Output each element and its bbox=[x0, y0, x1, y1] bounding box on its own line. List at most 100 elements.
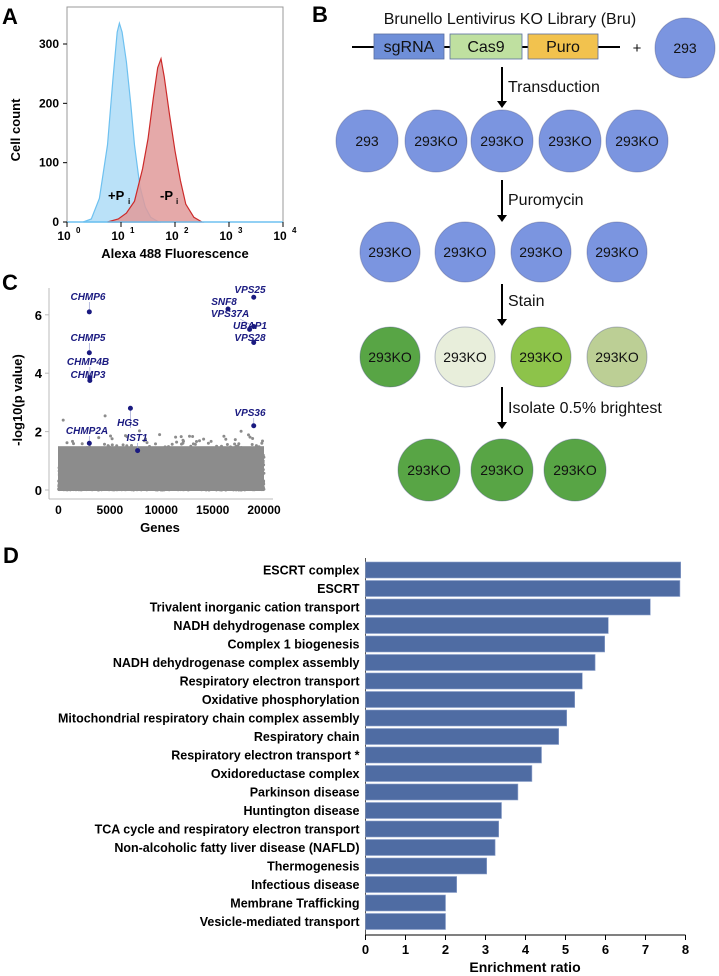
cell-circle bbox=[586, 221, 648, 283]
gene-label: VPS28 bbox=[234, 333, 266, 344]
cell-circle bbox=[538, 109, 602, 173]
bar-category-label: Complex 1 biogenesis bbox=[228, 638, 360, 652]
x-tick-exponent: 0 bbox=[76, 226, 81, 235]
panel-letter-b: B bbox=[312, 2, 328, 27]
enrichment-bar bbox=[365, 617, 609, 634]
construct-label: Puro bbox=[546, 39, 580, 56]
arrow-head-icon bbox=[497, 101, 507, 108]
x-tick-label: 5 bbox=[562, 942, 569, 957]
background-gene-point bbox=[233, 442, 237, 446]
cell-label: 293KO bbox=[595, 349, 639, 365]
x-tick-exponent: 3 bbox=[238, 226, 243, 235]
cell-circle bbox=[359, 326, 421, 388]
cell-row4: 293KO bbox=[470, 438, 534, 502]
bar-category-label: Respiratory electron transport * bbox=[171, 749, 359, 763]
background-gene-point bbox=[121, 443, 125, 447]
step-label: Transduction bbox=[508, 79, 600, 96]
y-axis-title: Cell count bbox=[8, 98, 23, 162]
manhattan-panel: -log10(p value) Genes 0 2 4 6 0 5000 10000 1500… bbox=[10, 285, 281, 535]
y-tick-label: 4 bbox=[35, 366, 43, 381]
bar-category-label: Respiratory chain bbox=[254, 730, 360, 744]
y-tick-label: 0 bbox=[52, 215, 59, 229]
cell-label: 293KO bbox=[553, 462, 597, 478]
x-tick-label: 10 bbox=[219, 229, 233, 243]
enrichment-bar bbox=[365, 894, 446, 912]
background-gene-point bbox=[175, 440, 179, 444]
background-gene-point bbox=[97, 436, 101, 440]
background-gene-point bbox=[261, 439, 264, 443]
cell-circle bbox=[470, 109, 534, 173]
highlighted-gene-point bbox=[251, 423, 257, 429]
x-tick-label: 1 bbox=[402, 942, 409, 957]
panel-letter-a: A bbox=[2, 4, 18, 29]
gene-label: CHMP2A bbox=[66, 426, 108, 437]
step-label: Isolate 0.5% brightest bbox=[508, 400, 662, 417]
construct-element-cas9: Cas9 bbox=[449, 33, 523, 60]
background-gene-point bbox=[103, 442, 106, 446]
x-tick-label: 3 bbox=[482, 942, 489, 957]
cell-label: 293KO bbox=[480, 133, 524, 149]
x-tick-label: 5000 bbox=[97, 503, 124, 517]
cell-row3: 293KO bbox=[434, 326, 496, 388]
y-tick-label: 300 bbox=[39, 37, 59, 51]
x-axis-title: Enrichment ratio bbox=[469, 959, 580, 975]
cell-row4: 293KO bbox=[397, 438, 461, 502]
bar-category-label: Mitochondrial respiratory chain complex … bbox=[58, 712, 360, 726]
cell-label: 293 bbox=[355, 133, 379, 149]
bar-category-label: Thermogenesis bbox=[267, 860, 359, 874]
x-tick-label: 10 bbox=[111, 229, 125, 243]
x-tick-label: 4 bbox=[522, 942, 530, 957]
step-label: Stain bbox=[508, 293, 544, 310]
cell-circle bbox=[404, 109, 468, 173]
background-gene-point bbox=[170, 442, 174, 446]
gene-label: UBAP1 bbox=[233, 321, 267, 332]
cell-circle bbox=[510, 221, 572, 283]
background-gene-point bbox=[248, 435, 252, 439]
cell-row2: 293KO bbox=[586, 221, 648, 283]
cell-label: 293KO bbox=[443, 349, 487, 365]
panel-letter-c: C bbox=[2, 270, 18, 295]
cell-label: 293KO bbox=[443, 244, 487, 260]
enrichment-bar bbox=[365, 783, 519, 801]
background-gene-point bbox=[110, 437, 114, 441]
histogram-series-minus-pi bbox=[107, 56, 205, 223]
x-tick-label: 10 bbox=[57, 229, 71, 243]
cell-circle bbox=[434, 326, 496, 388]
enrichment-bar bbox=[365, 635, 605, 653]
background-gene-point bbox=[125, 435, 129, 439]
background-gene-point bbox=[198, 439, 201, 443]
enrichment-bar bbox=[365, 839, 496, 856]
arrow-head-icon bbox=[497, 422, 507, 429]
y-tick-label: 200 bbox=[39, 96, 59, 110]
bar-category-label: ESCRT complex bbox=[263, 564, 360, 578]
enrichment-bar-panel: Enrichment ratio ESCRT complex ESCRT Triva… bbox=[58, 558, 689, 975]
background-gene-point bbox=[250, 443, 254, 446]
cell-row3: 293KO bbox=[359, 326, 421, 388]
cell-row1: 293KO bbox=[605, 109, 669, 173]
dense-gene-band bbox=[58, 446, 264, 491]
x-axis-title: Genes bbox=[140, 520, 180, 535]
background-gene-point bbox=[110, 443, 114, 447]
highlighted-gene-point bbox=[247, 326, 253, 332]
series-label-subscript: i bbox=[128, 197, 130, 206]
cell-label: 293KO bbox=[407, 462, 451, 478]
cell-label: 293KO bbox=[480, 462, 524, 478]
x-tick-label: 10000 bbox=[145, 503, 179, 517]
bar-category-label: NADH dehydrogenase complex assembly bbox=[113, 656, 360, 670]
x-tick-label: 20000 bbox=[247, 503, 281, 517]
arrow-head-icon bbox=[497, 215, 507, 222]
cell-circle bbox=[397, 438, 461, 502]
step-label: Puromycin bbox=[508, 192, 584, 209]
highlighted-gene-point bbox=[251, 323, 257, 329]
enrichment-bar bbox=[365, 580, 681, 597]
construct-box bbox=[373, 33, 445, 60]
bar-category-label: ESCRT bbox=[317, 582, 360, 596]
background-gene-point bbox=[71, 439, 74, 443]
construct-box bbox=[527, 33, 599, 60]
background-gene-point bbox=[188, 434, 191, 438]
series-label-subscript: i bbox=[176, 197, 178, 206]
background-gene-point bbox=[195, 440, 198, 443]
bar-category-label: Oxidoreductase complex bbox=[211, 767, 360, 781]
x-tick-label: 10 bbox=[273, 229, 287, 243]
background-gene-point bbox=[103, 414, 107, 418]
